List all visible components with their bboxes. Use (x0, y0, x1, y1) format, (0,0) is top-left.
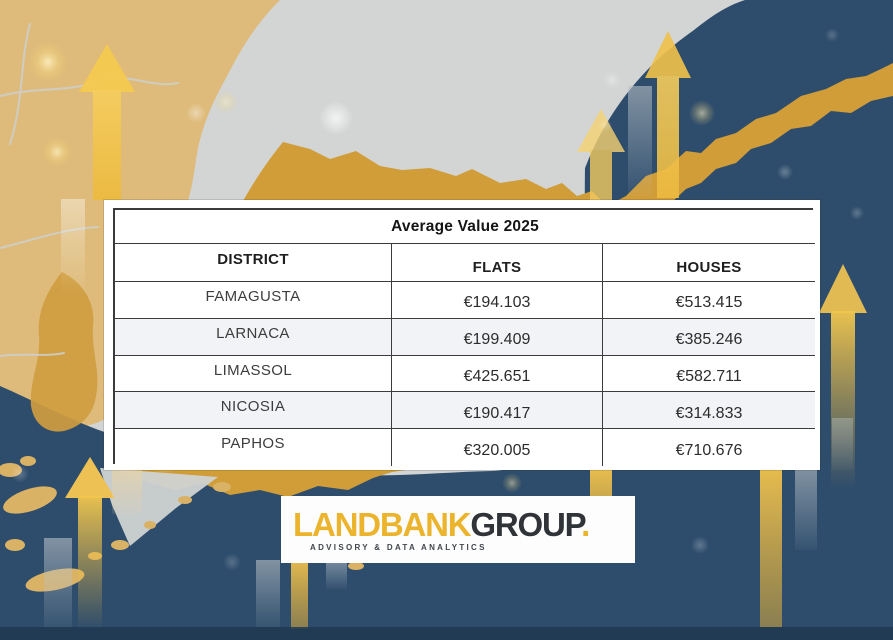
district-name: NICOSIA (115, 392, 392, 430)
gray-bar-top (628, 86, 652, 196)
ghost-bar (61, 199, 85, 295)
houses-value: €513.415 (603, 282, 815, 319)
gray-bar-bottomright (795, 468, 817, 550)
gray-bar-rightedge (832, 418, 853, 470)
flats-value: €194.103 (392, 282, 603, 319)
glow-sparkles (11, 28, 864, 571)
houses-value: €710.676 (603, 429, 815, 466)
district-name: LIMASSOL (115, 355, 392, 393)
table-grid: Average Value 2025 DISTRICT FLATS HOUSES… (113, 208, 815, 466)
bottom-strip (0, 627, 893, 640)
district-name: LARNACA (115, 318, 392, 356)
col-header-flats: FLATS (392, 244, 603, 282)
growth-arrow-midtop-tall (645, 31, 691, 198)
average-value-table: Average Value 2025 DISTRICT FLATS HOUSES… (104, 200, 820, 470)
logo-brand-secondary: GROUP (470, 505, 582, 543)
flats-value: €190.417 (392, 392, 603, 430)
houses-value: €385.246 (603, 318, 815, 356)
growth-arrow-topleft (79, 44, 135, 200)
growth-arrow-bottomleft (65, 457, 115, 630)
col-header-district: DISTRICT (115, 244, 392, 282)
gray-gold-bar-bottomleft (44, 538, 72, 630)
district-name: PAPHOS (115, 429, 392, 466)
logo-brand-primary: LANDBANK (293, 505, 472, 543)
landbank-group-logo: LANDBANKGROUP. ADVISORY & DATA ANALYTICS (281, 496, 635, 563)
gold-bar-bottomright (760, 467, 782, 627)
faint-bar-below-logo (326, 557, 347, 591)
logo-tagline: ADVISORY & DATA ANALYTICS (310, 542, 487, 552)
flats-value: €320.005 (392, 429, 603, 466)
houses-value: €314.833 (603, 392, 815, 430)
map-peninsula-west (30, 272, 98, 432)
flats-value: €425.651 (392, 355, 603, 393)
col-header-houses: HOUSES (603, 244, 815, 282)
district-name: FAMAGUSTA (115, 282, 392, 319)
logo-wordmark: LANDBANKGROUP. (293, 508, 635, 541)
gold-bar-below-logo (291, 557, 308, 629)
logo-dot: . (581, 505, 590, 543)
gray-bar-below-logo (256, 560, 280, 628)
houses-value: €582.711 (603, 355, 815, 393)
flats-value: €199.409 (392, 318, 603, 356)
tan-bar-bottomleft (112, 468, 142, 514)
table-title: Average Value 2025 (115, 210, 815, 244)
